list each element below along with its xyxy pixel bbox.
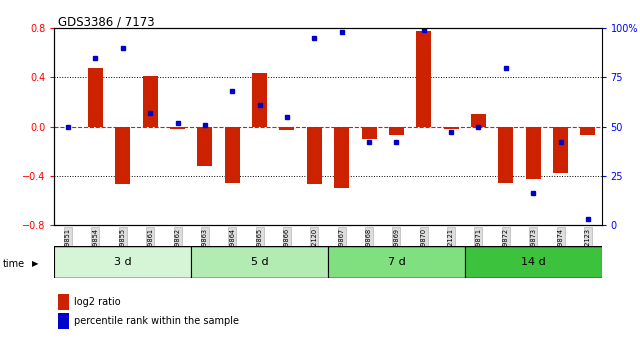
Bar xyxy=(307,126,322,184)
Bar xyxy=(499,126,513,183)
Bar xyxy=(88,68,103,126)
Text: GSM149864: GSM149864 xyxy=(229,228,236,268)
Bar xyxy=(191,246,328,278)
Text: GSM149854: GSM149854 xyxy=(92,228,99,268)
Text: time: time xyxy=(3,259,26,269)
Bar xyxy=(197,126,212,166)
Bar xyxy=(170,126,185,129)
Text: GSM152120: GSM152120 xyxy=(311,228,317,268)
Bar xyxy=(334,126,349,188)
Text: GSM152123: GSM152123 xyxy=(585,228,591,268)
Text: GSM149867: GSM149867 xyxy=(339,228,345,268)
Text: GSM149872: GSM149872 xyxy=(503,228,509,268)
Bar xyxy=(471,114,486,126)
Text: percentile rank within the sample: percentile rank within the sample xyxy=(74,316,239,326)
Text: GSM149870: GSM149870 xyxy=(420,228,427,268)
Text: GSM149865: GSM149865 xyxy=(257,228,262,268)
Text: GSM149862: GSM149862 xyxy=(175,228,180,268)
Bar xyxy=(580,126,595,135)
Bar xyxy=(416,31,431,126)
Text: GSM149871: GSM149871 xyxy=(476,228,481,268)
Text: log2 ratio: log2 ratio xyxy=(74,297,120,307)
Text: GSM149873: GSM149873 xyxy=(530,228,536,268)
Text: GSM149866: GSM149866 xyxy=(284,228,290,268)
Text: GSM149869: GSM149869 xyxy=(394,228,399,268)
Text: ▶: ▶ xyxy=(32,259,38,268)
Text: GSM149851: GSM149851 xyxy=(65,228,71,268)
Text: 3 d: 3 d xyxy=(114,257,132,267)
Text: 7 d: 7 d xyxy=(388,257,405,267)
Text: GSM149861: GSM149861 xyxy=(147,228,153,268)
Bar xyxy=(328,246,465,278)
Bar xyxy=(225,126,240,183)
Text: GSM152121: GSM152121 xyxy=(448,228,454,268)
Text: GSM149863: GSM149863 xyxy=(202,228,208,268)
Bar xyxy=(54,246,191,278)
Bar xyxy=(389,126,404,135)
Bar xyxy=(465,246,602,278)
Text: GSM149868: GSM149868 xyxy=(366,228,372,268)
Text: 5 d: 5 d xyxy=(251,257,268,267)
Text: 14 d: 14 d xyxy=(521,257,545,267)
Bar xyxy=(525,126,541,179)
Bar xyxy=(280,126,294,130)
Text: GDS3386 / 7173: GDS3386 / 7173 xyxy=(58,16,154,29)
Bar xyxy=(115,126,131,184)
Text: GSM149874: GSM149874 xyxy=(557,228,564,268)
Bar xyxy=(553,126,568,173)
Text: GSM149855: GSM149855 xyxy=(120,228,126,268)
Bar xyxy=(362,126,376,139)
Bar xyxy=(444,126,459,129)
Bar xyxy=(252,73,267,126)
Bar xyxy=(143,76,157,126)
